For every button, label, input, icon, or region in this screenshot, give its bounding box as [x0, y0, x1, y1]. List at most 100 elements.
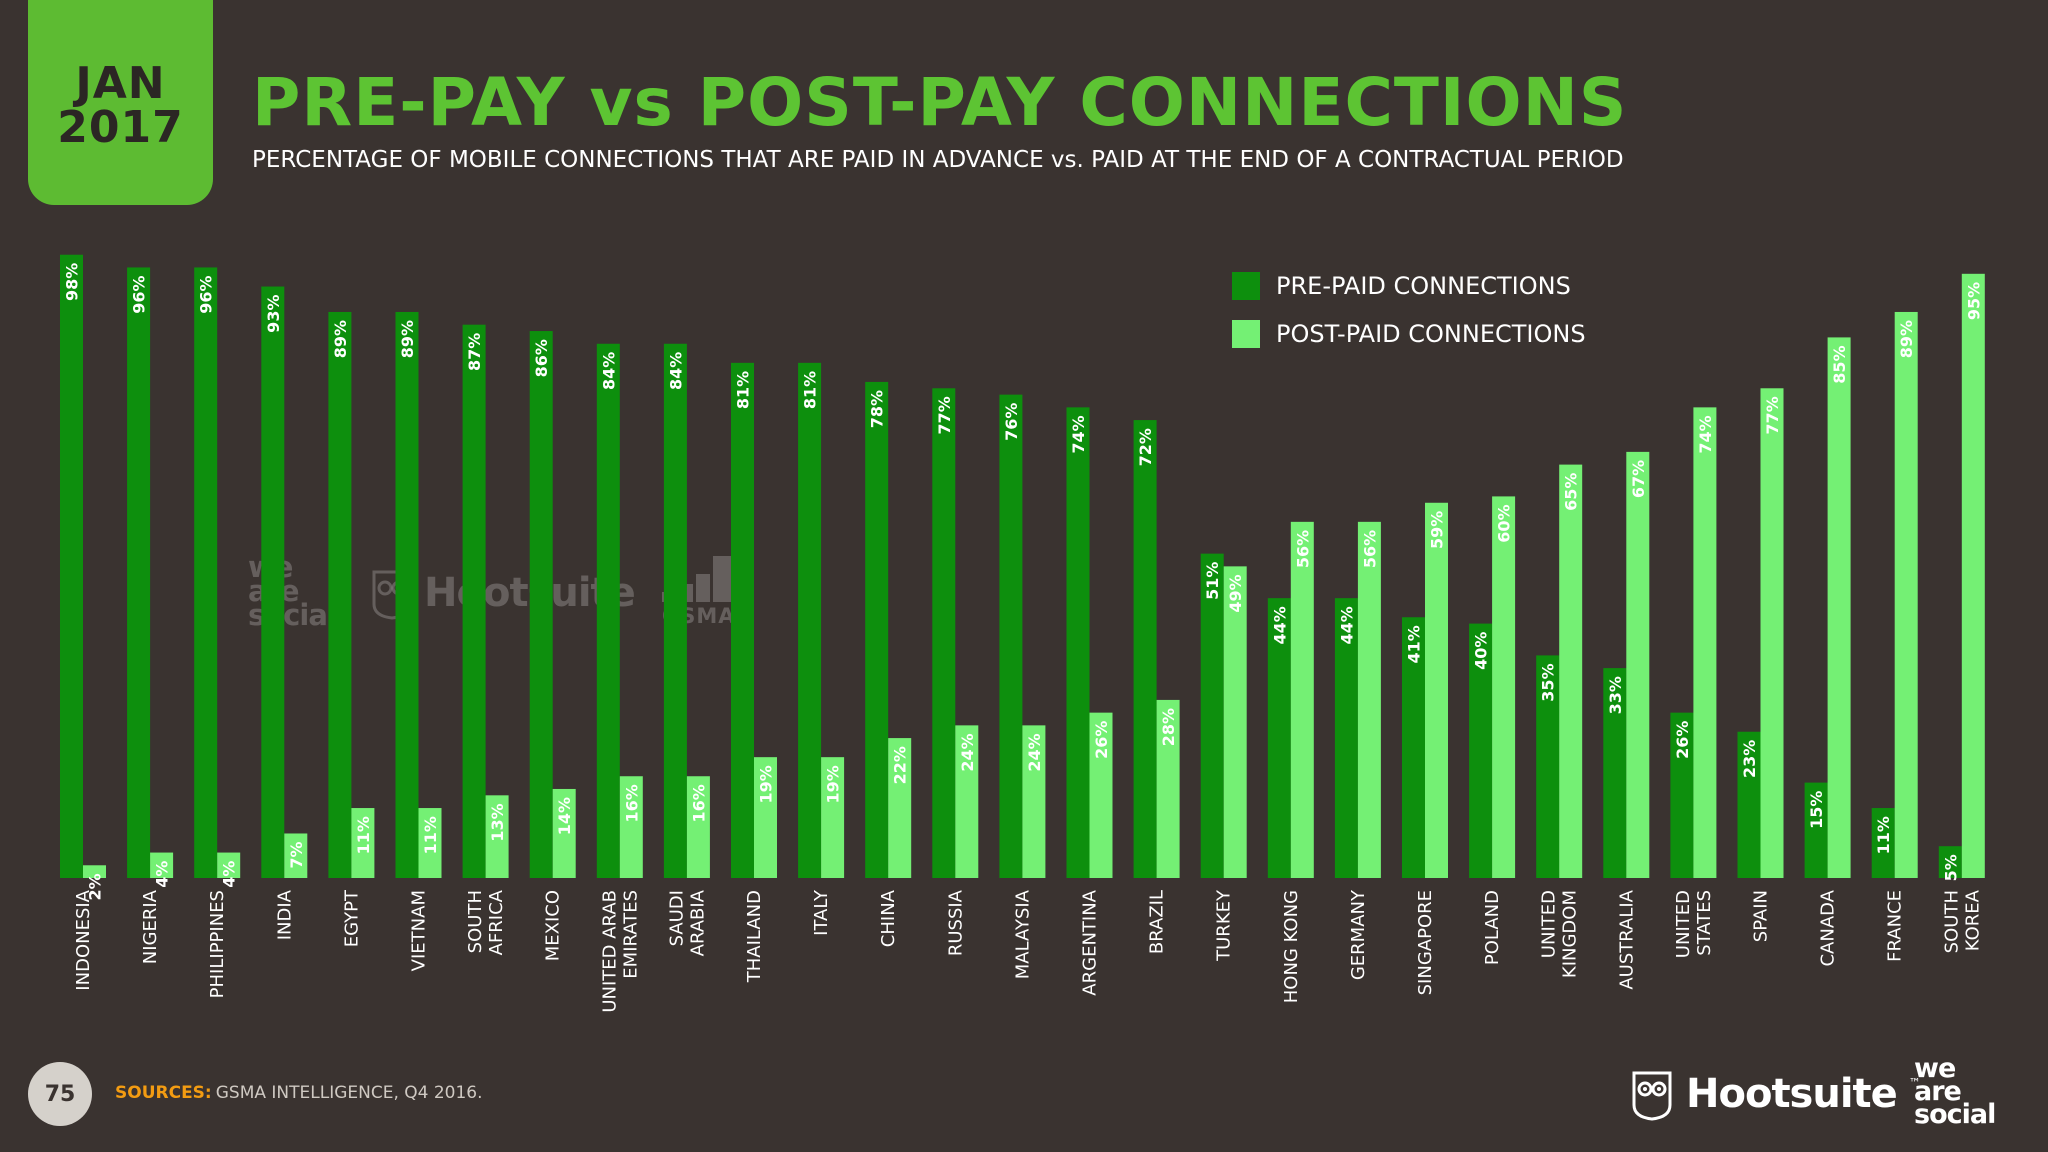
postpaid-bar-15: [1089, 712, 1113, 878]
date-month: JAN: [75, 57, 166, 109]
prepaid-bar-16: [1133, 420, 1157, 878]
page-subtitle: PERCENTAGE OF MOBILE CONNECTIONS THAT AR…: [252, 147, 1624, 173]
prepaid-bar-14: [999, 394, 1023, 878]
postpaid-bar-11: [821, 757, 845, 878]
prepaid-value-label-14: 76%: [1002, 403, 1021, 441]
prepaid-value-label-27: 11%: [1874, 816, 1893, 854]
category-label-13: RUSSIA: [945, 889, 966, 956]
postpaid-bar-12: [888, 738, 912, 878]
postpaid-bar-20: [1425, 502, 1448, 878]
postpaid-bar-7: [552, 788, 576, 878]
legend-label-prepaid: PRE-PAID CONNECTIONS: [1276, 272, 1571, 300]
postpaid-value-label-16: 28%: [1159, 708, 1178, 746]
category-label-8: UNITED ARABEMIRATES: [599, 890, 641, 1013]
prepaid-bar-6: [462, 324, 486, 878]
sources-text: GSMA INTELLIGENCE, Q4 2016.: [215, 1083, 483, 1103]
prepaid-value-label-13: 77%: [935, 396, 954, 434]
postpaid-value-label-28: 95%: [1964, 282, 1983, 320]
postpaid-bar-26: [1827, 337, 1851, 878]
prepaid-value-label-18: 44%: [1270, 606, 1289, 644]
postpaid-value-label-15: 26%: [1092, 721, 1111, 759]
postpaid-value-label-0: 2%: [86, 873, 105, 900]
prepaid-value-label-23: 33%: [1606, 676, 1625, 714]
postpaid-bar-0: [83, 865, 106, 878]
prepaid-value-label-6: 87%: [465, 333, 484, 371]
category-label-16: BRAZIL: [1147, 890, 1168, 954]
page-title: PRE-PAY vs POST-PAY CONNECTIONS: [252, 64, 1628, 141]
sources-note: SOURCES: GSMA INTELLIGENCE, Q4 2016.: [115, 1083, 483, 1103]
postpaid-value-label-20: 59%: [1428, 511, 1447, 549]
prepaid-value-label-17: 51%: [1203, 562, 1222, 600]
prepaid-bar-22: [1536, 655, 1560, 878]
category-label-7: MEXICO: [543, 890, 564, 961]
category-label-27: FRANCE: [1885, 890, 1906, 962]
postpaid-bar-18: [1290, 521, 1314, 878]
prepaid-value-label-7: 86%: [532, 339, 551, 377]
prepaid-value-label-21: 40%: [1472, 632, 1491, 670]
postpaid-value-label-2: 4%: [220, 861, 239, 888]
postpaid-value-label-26: 85%: [1830, 345, 1849, 383]
postpaid-value-label-11: 19%: [824, 765, 843, 803]
postpaid-bar-27: [1894, 311, 1918, 879]
category-label-4: EGYPT: [341, 889, 362, 947]
category-label-22: UNITEDKINGDOM: [1539, 890, 1581, 978]
postpaid-bar-25: [1760, 388, 1784, 878]
postpaid-bar-8: [619, 776, 643, 878]
postpaid-bar-24: [1693, 407, 1717, 878]
prepaid-bar-21: [1469, 623, 1493, 878]
prepaid-value-label-25: 23%: [1740, 740, 1759, 778]
prepaid-bar-18: [1267, 598, 1291, 878]
prepaid-bar-10: [731, 362, 754, 879]
chart-legend: PRE-PAID CONNECTIONS POST-PAID CONNECTIO…: [1232, 262, 1586, 358]
trademark-symbol: ™: [1908, 1076, 1921, 1090]
postpaid-value-label-4: 11%: [354, 816, 373, 854]
postpaid-bar-5: [418, 808, 442, 878]
prepaid-value-label-12: 78%: [868, 390, 887, 428]
postpaid-value-label-12: 22%: [891, 746, 910, 784]
prepaid-value-label-26: 15%: [1807, 791, 1826, 829]
category-label-28: SOUTHKOREA: [1941, 889, 1983, 953]
postpaid-value-label-22: 65%: [1562, 473, 1581, 511]
postpaid-value-label-6: 13%: [488, 803, 507, 841]
postpaid-value-label-27: 89%: [1897, 320, 1916, 358]
prepaid-value-label-8: 84%: [599, 352, 618, 390]
postpaid-value-label-9: 16%: [689, 784, 708, 822]
page-number: 75: [28, 1062, 92, 1126]
category-label-9: SAUDIARABIA: [666, 889, 708, 956]
legend-item-postpaid: POST-PAID CONNECTIONS: [1232, 310, 1586, 358]
sources-label: SOURCES:: [115, 1083, 212, 1103]
legend-label-postpaid: POST-PAID CONNECTIONS: [1276, 320, 1586, 348]
prepaid-value-label-5: 89%: [398, 320, 417, 358]
postpaid-bar-6: [485, 795, 509, 878]
prepaid-bar-0: [60, 254, 83, 879]
prepaid-value-label-20: 41%: [1405, 625, 1424, 663]
category-label-20: SINGAPORE: [1415, 890, 1436, 995]
prepaid-value-label-19: 44%: [1337, 606, 1356, 644]
prepaid-bar-1: [127, 267, 151, 878]
prepaid-bar-7: [529, 331, 553, 878]
postpaid-value-label-24: 74%: [1696, 415, 1715, 453]
postpaid-value-label-10: 19%: [757, 765, 776, 803]
postpaid-value-label-5: 11%: [421, 816, 440, 854]
prepaid-value-label-11: 81%: [801, 371, 820, 409]
prepaid-bar-23: [1603, 668, 1627, 878]
legend-swatch-prepaid: [1232, 272, 1260, 300]
we-are-social-logo: we are social: [1914, 1053, 1996, 1130]
postpaid-bar-13: [955, 725, 979, 878]
category-label-24: UNITEDSTATES: [1673, 890, 1715, 958]
postpaid-value-label-17: 49%: [1226, 574, 1245, 612]
prepaid-bar-20: [1402, 617, 1425, 878]
postpaid-value-label-1: 4%: [153, 861, 172, 888]
prepaid-value-label-4: 89%: [331, 320, 350, 358]
prepaid-bar-3: [261, 286, 285, 878]
postpaid-value-label-14: 24%: [1025, 733, 1044, 771]
category-label-5: VIETNAM: [409, 890, 430, 971]
prepaid-bar-13: [932, 388, 956, 878]
category-label-10: THAILAND: [744, 890, 765, 983]
postpaid-bar-9: [686, 776, 710, 878]
hootsuite-wordmark: Hootsuite: [1686, 1071, 1898, 1117]
prepaid-bar-28: [1938, 846, 1962, 878]
postpaid-bar-22: [1559, 464, 1583, 878]
postpaid-value-label-18: 56%: [1293, 530, 1312, 568]
hootsuite-logo: Hootsuite ™: [1630, 1062, 1921, 1126]
